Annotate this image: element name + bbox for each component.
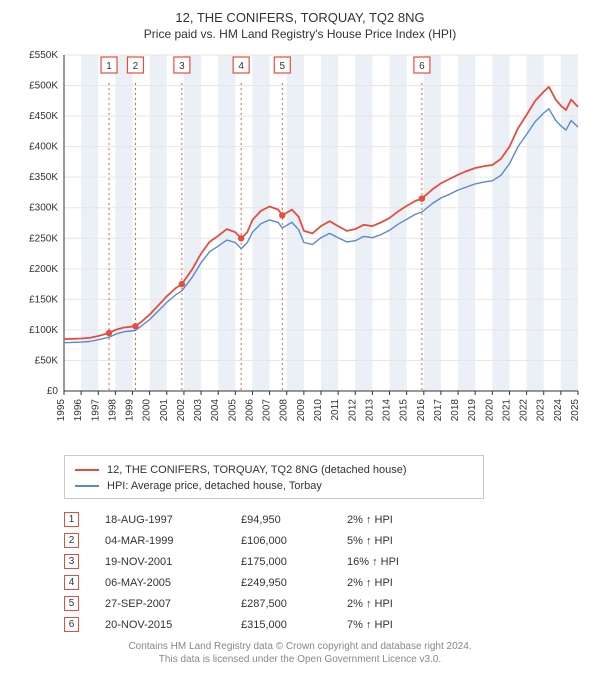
sale-marker-box: 5 [64, 596, 79, 611]
svg-text:£250K: £250K [29, 233, 58, 244]
svg-text:£300K: £300K [29, 203, 58, 214]
sale-price: £287,500 [241, 598, 331, 610]
sale-price: £94,950 [241, 514, 331, 526]
svg-text:2022: 2022 [519, 399, 530, 422]
svg-text:3: 3 [179, 61, 185, 72]
svg-text:£450K: £450K [29, 111, 58, 122]
sale-marker-box: 6 [64, 617, 79, 632]
sale-date: 18-AUG-1997 [105, 514, 225, 526]
footer-line-2: This data is licensed under the Open Gov… [159, 654, 441, 665]
svg-text:2006: 2006 [244, 399, 255, 422]
svg-text:2012: 2012 [347, 399, 358, 422]
sale-marker-box: 1 [64, 512, 79, 527]
footer-note: Contains HM Land Registry data © Crown c… [10, 641, 590, 666]
svg-text:2003: 2003 [193, 399, 204, 422]
page-subtitle: Price paid vs. HM Land Registry's House … [10, 27, 590, 41]
legend-label: HPI: Average price, detached house, Torb… [107, 480, 322, 492]
sale-price: £175,000 [241, 556, 331, 568]
svg-text:2010: 2010 [313, 399, 324, 422]
svg-text:2025: 2025 [570, 399, 581, 422]
sale-marker-box: 2 [64, 533, 79, 548]
sale-pct-vs-hpi: 7% ↑ HPI [347, 619, 417, 631]
svg-text:2013: 2013 [364, 399, 375, 422]
sale-pct-vs-hpi: 2% ↑ HPI [347, 598, 417, 610]
svg-text:£350K: £350K [29, 172, 58, 183]
svg-text:£0: £0 [47, 386, 59, 397]
svg-text:2008: 2008 [279, 399, 290, 422]
svg-text:1996: 1996 [73, 399, 84, 422]
svg-text:1998: 1998 [107, 399, 118, 422]
svg-text:2002: 2002 [176, 399, 187, 422]
sale-pct-vs-hpi: 2% ↑ HPI [347, 577, 417, 589]
svg-text:2021: 2021 [501, 399, 512, 422]
sale-date: 06-MAY-2005 [105, 577, 225, 589]
legend-label: 12, THE CONIFERS, TORQUAY, TQ2 8NG (deta… [107, 464, 407, 476]
sale-pct-vs-hpi: 2% ↑ HPI [347, 514, 417, 526]
sale-price: £249,950 [241, 577, 331, 589]
sale-price: £106,000 [241, 535, 331, 547]
sales-table: 1 18-AUG-1997 £94,950 2% ↑ HPI 2 04-MAR-1999 £… [64, 509, 590, 635]
svg-text:4: 4 [238, 61, 244, 72]
legend-swatch [75, 469, 99, 471]
sale-date: 19-NOV-2001 [105, 556, 225, 568]
sale-marker-box: 3 [64, 554, 79, 569]
svg-text:1997: 1997 [90, 399, 101, 422]
svg-text:2011: 2011 [330, 399, 341, 421]
svg-text:2004: 2004 [210, 399, 221, 422]
svg-text:2001: 2001 [159, 399, 170, 422]
sale-pct-vs-hpi: 5% ↑ HPI [347, 535, 417, 547]
svg-text:£50K: £50K [35, 355, 59, 366]
sales-row: 6 20-NOV-2015 £315,000 7% ↑ HPI [64, 614, 590, 635]
page-title: 12, THE CONIFERS, TORQUAY, TQ2 8NG [10, 10, 590, 25]
sales-row: 1 18-AUG-1997 £94,950 2% ↑ HPI [64, 509, 590, 530]
price-chart: £0 £50K £100K £150K £200K £250K £300K £350K £400… [10, 47, 590, 447]
svg-text:1: 1 [106, 61, 112, 72]
svg-text:2005: 2005 [227, 399, 238, 422]
sale-pct-vs-hpi: 16% ↑ HPI [347, 556, 417, 568]
svg-text:£100K: £100K [29, 325, 58, 336]
svg-text:£150K: £150K [29, 294, 58, 305]
sales-row: 4 06-MAY-2005 £249,950 2% ↑ HPI [64, 572, 590, 593]
svg-text:£400K: £400K [29, 142, 58, 153]
svg-text:5: 5 [279, 61, 285, 72]
sale-marker-box: 4 [64, 575, 79, 590]
svg-text:2024: 2024 [553, 399, 564, 422]
svg-text:2007: 2007 [262, 399, 273, 422]
svg-text:£500K: £500K [29, 81, 58, 92]
svg-text:2009: 2009 [296, 399, 307, 422]
sales-row: 3 19-NOV-2001 £175,000 16% ↑ HPI [64, 551, 590, 572]
svg-text:6: 6 [419, 61, 425, 72]
svg-text:£550K: £550K [29, 50, 58, 61]
legend-swatch [75, 485, 99, 487]
sales-row: 2 04-MAR-1999 £106,000 5% ↑ HPI [64, 530, 590, 551]
svg-text:2019: 2019 [467, 399, 478, 422]
legend-item: 12, THE CONIFERS, TORQUAY, TQ2 8NG (deta… [75, 462, 473, 478]
svg-text:2018: 2018 [450, 399, 461, 422]
sale-date: 04-MAR-1999 [105, 535, 225, 547]
svg-text:2: 2 [133, 61, 139, 72]
svg-text:2020: 2020 [484, 399, 495, 422]
sales-row: 5 27-SEP-2007 £287,500 2% ↑ HPI [64, 593, 590, 614]
sale-price: £315,000 [241, 619, 331, 631]
legend: 12, THE CONIFERS, TORQUAY, TQ2 8NG (deta… [64, 455, 484, 499]
sale-date: 20-NOV-2015 [105, 619, 225, 631]
svg-text:2023: 2023 [536, 399, 547, 422]
footer-line-1: Contains HM Land Registry data © Crown c… [128, 641, 471, 652]
svg-text:2015: 2015 [399, 399, 410, 422]
svg-text:£200K: £200K [29, 264, 58, 275]
svg-text:1995: 1995 [56, 399, 67, 422]
legend-item: HPI: Average price, detached house, Torb… [75, 478, 473, 494]
chart-svg: £0 £50K £100K £150K £200K £250K £300K £350K £400… [10, 47, 590, 447]
svg-text:2016: 2016 [416, 399, 427, 422]
svg-text:2014: 2014 [382, 399, 393, 422]
svg-text:1999: 1999 [125, 399, 136, 422]
svg-text:2000: 2000 [142, 399, 153, 422]
svg-text:2017: 2017 [433, 399, 444, 422]
sale-date: 27-SEP-2007 [105, 598, 225, 610]
